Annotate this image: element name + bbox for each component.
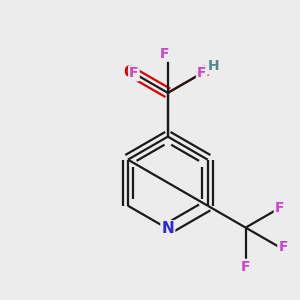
Text: F: F (197, 66, 206, 80)
Text: F: F (160, 47, 169, 61)
Text: F: F (275, 201, 284, 215)
Text: O: O (123, 64, 136, 80)
Text: N: N (161, 221, 174, 236)
Text: H: H (208, 59, 219, 74)
Text: F: F (278, 240, 288, 254)
Text: F: F (129, 66, 139, 80)
Text: F: F (241, 260, 250, 274)
Text: O: O (197, 64, 210, 80)
